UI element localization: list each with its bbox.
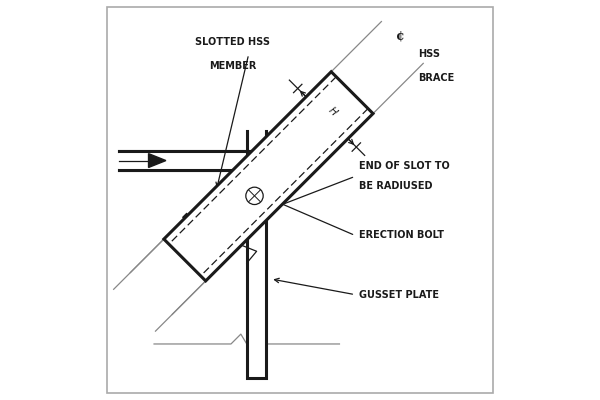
Text: GUSSET PLATE: GUSSET PLATE [359, 290, 439, 300]
Text: SLOTTED HSS: SLOTTED HSS [196, 37, 271, 47]
Text: HSS: HSS [418, 49, 440, 59]
Polygon shape [164, 72, 373, 281]
Bar [119, 151, 259, 170]
Text: BRACE: BRACE [418, 73, 455, 83]
Text: BE RADIUSED: BE RADIUSED [359, 181, 433, 191]
Text: H: H [327, 106, 339, 118]
Text: ERECTION BOLT: ERECTION BOLT [359, 230, 444, 240]
Text: ¢: ¢ [396, 30, 405, 43]
Text: END OF SLOT TO: END OF SLOT TO [359, 162, 450, 172]
Bar [247, 160, 266, 378]
Text: MEMBER: MEMBER [209, 61, 257, 71]
Polygon shape [149, 154, 166, 168]
